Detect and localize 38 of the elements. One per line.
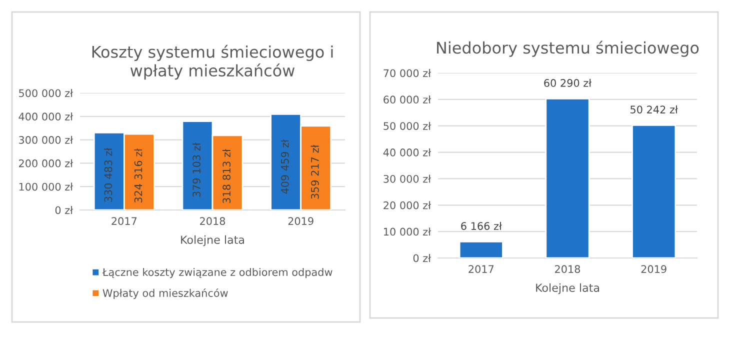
y-tick-label: 300 000 zł <box>19 136 74 144</box>
bar <box>545 98 590 258</box>
data-label: 324 316 zł <box>134 148 142 202</box>
y-tick-label: 70 000 zł <box>384 69 432 78</box>
y-tick-label: 10 000 zł <box>384 228 432 236</box>
y-tick-label: 500 000 zł <box>19 89 74 98</box>
data-label: 330 483 zł <box>104 148 112 202</box>
x-axis-title: Kolejne lata <box>536 283 599 294</box>
x-axis-title: Kolejne lata <box>181 235 244 246</box>
bar <box>632 124 676 258</box>
y-tick-label: 0 zł <box>413 254 432 262</box>
y-tick-label: 30 000 zł <box>384 174 432 183</box>
chart-title: Niedobory systemu śmieciowego <box>437 40 699 57</box>
x-tick-label: 2017 <box>112 217 137 226</box>
y-tick-label: 0 zł <box>55 206 74 214</box>
x-tick-label: 2019 <box>641 265 666 274</box>
data-label: 6 166 zł <box>461 222 502 230</box>
chart-title: Koszty systemu śmieciowego i wpłaty mieszkańców <box>92 44 333 80</box>
x-tick-label: 2018 <box>555 265 580 274</box>
legend-label: Wpłaty od mieszkańców <box>102 288 228 299</box>
y-tick-label: 200 000 zł <box>19 159 74 168</box>
data-label: 409 459 zł <box>280 139 289 194</box>
data-label: 359 217 zł <box>310 144 319 199</box>
x-tick-label: 2018 <box>200 217 226 226</box>
y-tick-label: 50 000 zł <box>384 122 432 130</box>
x-tick-label: 2019 <box>288 217 314 226</box>
y-tick-label: 400 000 zł <box>18 112 74 121</box>
y-tick-label: 60 000 zł <box>384 95 432 104</box>
data-label: 318 813 zł <box>222 149 231 204</box>
x-tick-label: 2017 <box>468 265 494 274</box>
data-label: 60 290 zł <box>544 78 592 87</box>
y-tick-label: 40 000 zł <box>383 148 432 156</box>
y-tick-label: 100 000 zł <box>19 182 74 191</box>
data-label: 379 103 zł <box>192 142 201 197</box>
bar <box>458 241 504 258</box>
y-tick-label: 20 000 zł <box>384 201 432 210</box>
legend-label: Łączne koszty związane z odbiorem odpadw <box>102 268 332 278</box>
data-label: 50 242 zł <box>630 105 678 114</box>
